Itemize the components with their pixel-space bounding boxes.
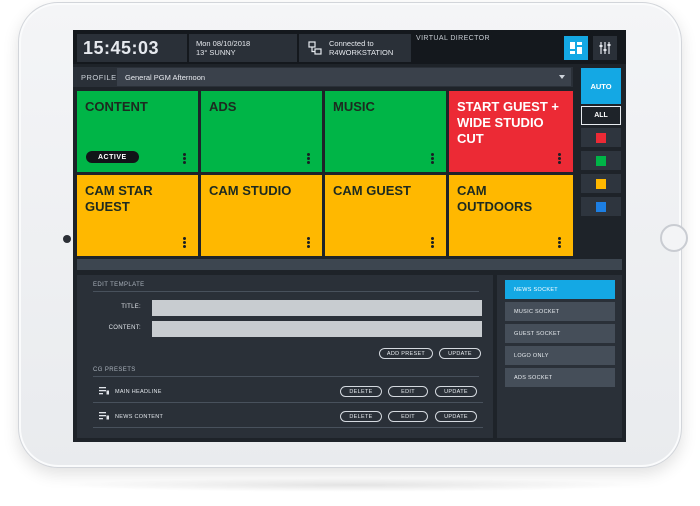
mixer-button[interactable] — [593, 36, 617, 60]
sliders-icon — [599, 42, 611, 54]
filter-blue-button[interactable] — [581, 197, 621, 216]
yellow-swatch — [596, 178, 606, 189]
app-screen: 15:45:03 Mon 08/10/2018 13° SUNNY Connec… — [73, 30, 626, 442]
socket-ads[interactable]: ADS SOCKET — [505, 368, 615, 387]
delete-button[interactable]: DELETE — [340, 411, 382, 422]
device-shadow — [60, 478, 640, 492]
green-swatch — [596, 155, 606, 166]
home-button[interactable] — [660, 224, 688, 252]
tile-title: CONTENT — [85, 99, 148, 114]
edit-template-heading: EDIT TEMPLATE — [93, 282, 145, 288]
profile-label: PROFILE — [81, 73, 117, 82]
scene-tiles-grid: CONTENT ACTIVE ADS MUSIC START GUEST + W… — [77, 91, 575, 257]
update-button[interactable]: UPDATE — [435, 411, 477, 422]
tile-title: MUSIC — [333, 99, 375, 114]
filter-yellow-button[interactable] — [581, 174, 621, 193]
tile-cam-studio[interactable]: CAM STUDIO — [201, 175, 322, 256]
clock: 15:45:03 — [77, 34, 187, 62]
tile-music[interactable]: MUSIC — [325, 91, 446, 172]
date-text: Mon 08/10/2018 — [196, 39, 251, 48]
tile-title: CAM OUTDOORS — [457, 183, 533, 214]
title-label: TITLE: — [121, 304, 141, 310]
more-options-icon[interactable] — [307, 153, 310, 164]
red-swatch — [596, 132, 606, 143]
divider — [93, 402, 483, 403]
filter-green-button[interactable] — [581, 151, 621, 170]
update-button[interactable]: UPDATE — [435, 386, 477, 397]
connection-status: Connected to R4WORKSTATION — [299, 34, 411, 62]
preset-row: NEWS CONTENT DELETE EDIT UPDATE — [93, 408, 483, 428]
auto-button[interactable]: AUTO — [581, 68, 621, 104]
front-camera — [63, 235, 71, 243]
edit-template-panel: EDIT TEMPLATE TITLE: CONTENT: ADD PRESET… — [77, 275, 493, 438]
content-input[interactable] — [152, 321, 482, 337]
more-options-icon[interactable] — [183, 153, 186, 164]
app-title: VIRTUAL DIRECTOR — [416, 35, 490, 42]
network-icon — [308, 41, 322, 55]
grid-view-button[interactable] — [564, 36, 588, 60]
caret-down-icon — [559, 75, 565, 79]
edit-button[interactable]: EDIT — [388, 386, 428, 397]
filter-all-button[interactable]: ALL — [581, 106, 621, 125]
tile-cam-star-guest[interactable]: CAM STAR GUEST — [77, 175, 198, 256]
divider — [93, 376, 479, 377]
socket-guest[interactable]: GUEST SOCKET — [505, 324, 615, 343]
more-options-icon[interactable] — [431, 237, 434, 248]
weather-text: 13° SUNNY — [196, 48, 236, 57]
active-badge: ACTIVE — [86, 151, 139, 163]
filter-red-button[interactable] — [581, 128, 621, 147]
section-divider — [77, 259, 622, 270]
tile-title: START GUEST + WIDE STUDIO CUT — [457, 99, 559, 146]
tile-cam-guest[interactable]: CAM GUEST — [325, 175, 446, 256]
tile-ads[interactable]: ADS — [201, 91, 322, 172]
preset-row: MAIN HEADLINE DELETE EDIT UPDATE — [93, 383, 483, 403]
socket-logo-only[interactable]: LOGO ONLY — [505, 346, 615, 365]
socket-news[interactable]: NEWS SOCKET — [505, 280, 615, 299]
connection-line1: Connected to — [329, 39, 374, 48]
connection-line2: R4WORKSTATION — [329, 48, 394, 57]
preset-name: MAIN HEADLINE — [115, 389, 162, 395]
tile-title: CAM STUDIO — [209, 183, 292, 198]
more-options-icon[interactable] — [307, 237, 310, 248]
blue-swatch — [596, 201, 606, 212]
top-header: 15:45:03 Mon 08/10/2018 13° SUNNY Connec… — [73, 30, 626, 64]
divider — [93, 427, 483, 428]
list-icon — [99, 387, 109, 395]
tile-title: CAM GUEST — [333, 183, 411, 198]
delete-button[interactable]: DELETE — [340, 386, 382, 397]
cg-presets-heading: CG PRESETS — [93, 367, 136, 373]
date-weather: Mon 08/10/2018 13° SUNNY — [189, 34, 297, 62]
divider — [93, 291, 479, 292]
tile-start-guest[interactable]: START GUEST + WIDE STUDIO CUT — [449, 91, 573, 172]
socket-panel: NEWS SOCKET MUSIC SOCKET GUEST SOCKET LO… — [497, 275, 622, 438]
profile-bar: PROFILE General PGM Afternoon — [73, 67, 573, 87]
profile-selected-value: General PGM Afternoon — [125, 73, 206, 82]
socket-music[interactable]: MUSIC SOCKET — [505, 302, 615, 321]
preset-name: NEWS CONTENT — [115, 414, 164, 420]
grid-view-icon — [570, 42, 582, 54]
profile-dropdown[interactable]: General PGM Afternoon — [117, 68, 571, 86]
tile-content[interactable]: CONTENT ACTIVE — [77, 91, 198, 172]
tile-title: CAM STAR GUEST — [85, 183, 153, 214]
list-icon — [99, 412, 109, 420]
more-options-icon[interactable] — [558, 153, 561, 164]
update-template-button[interactable]: UPDATE — [439, 348, 481, 359]
more-options-icon[interactable] — [431, 153, 434, 164]
tile-cam-outdoors[interactable]: CAM OUTDOORS — [449, 175, 573, 256]
add-preset-button[interactable]: ADD PRESET — [379, 348, 433, 359]
title-input[interactable] — [152, 300, 482, 316]
edit-button[interactable]: EDIT — [388, 411, 428, 422]
content-label: CONTENT: — [108, 325, 141, 331]
tile-title: ADS — [209, 99, 237, 114]
more-options-icon[interactable] — [558, 237, 561, 248]
more-options-icon[interactable] — [183, 237, 186, 248]
